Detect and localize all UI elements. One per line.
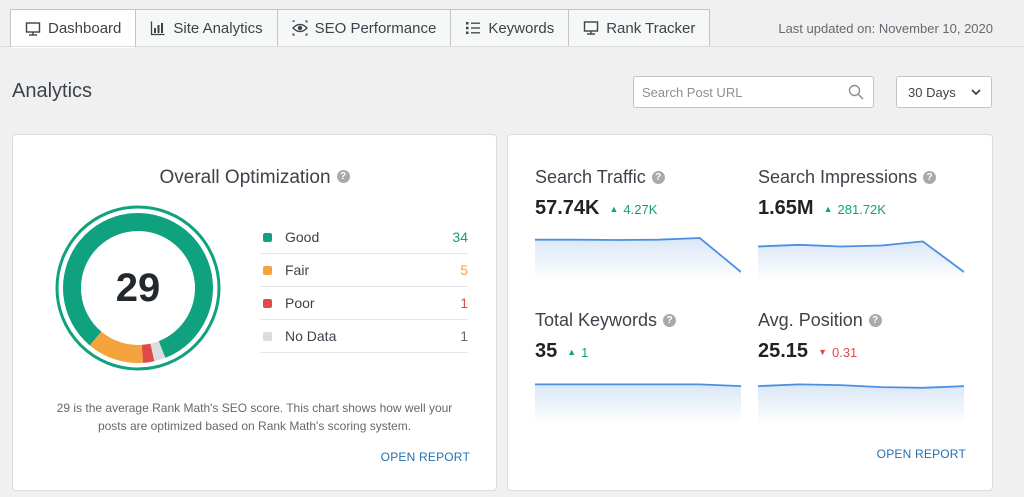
bar-chart-icon	[150, 20, 166, 36]
date-range-select[interactable]: 30 Days	[896, 76, 992, 108]
donut-segment-fair	[63, 213, 213, 363]
monitor-icon	[583, 20, 599, 36]
optimization-title: Overall Optimization	[159, 167, 331, 188]
trend-up-icon: ▲	[567, 347, 577, 357]
sparkline-area	[535, 238, 741, 282]
eye-icon	[291, 20, 308, 36]
tab-seo-performance[interactable]: SEO Performance	[277, 9, 452, 47]
tab-rank-tracker[interactable]: Rank Tracker	[569, 9, 711, 47]
legend-item-good: Good 34	[260, 221, 468, 254]
donut-outer-ring	[55, 205, 221, 371]
help-icon[interactable]: ?	[923, 170, 937, 184]
legend-value: 34	[452, 229, 468, 245]
search-icon[interactable]	[848, 84, 864, 100]
search-post-url	[633, 76, 874, 108]
legend-value: 1	[460, 295, 468, 311]
page-title: Analytics	[12, 80, 93, 102]
legend-label: Poor	[285, 295, 315, 311]
tabs-divider	[0, 46, 1024, 47]
trend-up-icon: ▲	[609, 204, 619, 214]
metric-row: 57.74K ▲ 4.27K	[535, 197, 741, 220]
last-updated-text: Last updated on: November 10, 2020	[778, 21, 993, 36]
metric-row: 35 ▲ 1	[535, 340, 741, 363]
metric-row: 1.65M ▲ 281.72K	[758, 197, 964, 220]
legend-value: 1	[460, 328, 468, 344]
metric-title: Search Traffic?	[535, 167, 741, 188]
tab-label: SEO Performance	[314, 19, 437, 37]
open-report-link[interactable]: OPEN REPORT	[876, 447, 966, 461]
legend-swatch	[263, 232, 272, 242]
metric-change: ▼ 0.31	[818, 345, 858, 360]
optimization-score: 29	[115, 265, 161, 310]
metric-search-traffic: Search Traffic? 57.74K ▲ 4.27K	[535, 167, 741, 282]
sparkline-chart	[758, 383, 964, 425]
date-range-value: 30 Days	[908, 84, 956, 100]
help-icon[interactable]: ?	[651, 170, 665, 184]
metric-value: 35	[535, 340, 558, 362]
optimization-legend: Good 34 Fair 5 Poor 1 No Data 1	[260, 221, 468, 353]
trend-up-icon: ▲	[823, 204, 833, 214]
sparkline-chart	[535, 383, 741, 425]
search-metrics-card: OPEN REPORT Search Traffic? 57.74K ▲ 4.27K S…	[507, 134, 993, 491]
metric-change: ▲ 4.27K	[609, 202, 658, 217]
help-icon[interactable]: ?	[868, 313, 882, 327]
tab-label: Dashboard	[48, 20, 122, 37]
sparkline-line	[535, 237, 741, 273]
overall-optimization-card: Overall Optimization? 29 Good 34 Fair 5 Poor…	[12, 134, 497, 491]
sparkline-area	[758, 384, 964, 425]
tab-label: Site Analytics	[173, 19, 263, 37]
legend-value: 5	[460, 262, 468, 278]
sparkline-line	[535, 383, 741, 387]
legend-label: Fair	[285, 262, 310, 278]
legend-label: Good	[285, 229, 320, 245]
sparkline-line	[758, 383, 964, 389]
tab-label: Rank Tracker	[606, 19, 696, 37]
legend-swatch	[263, 265, 272, 275]
optimization-donut-chart	[55, 205, 221, 371]
chevron-down-icon	[971, 89, 981, 96]
metric-value: 57.74K	[535, 197, 600, 219]
metric-row: 25.15 ▼ 0.31	[758, 340, 964, 363]
list-icon	[465, 20, 481, 36]
legend-swatch	[263, 298, 272, 308]
legend-label: No Data	[285, 328, 337, 344]
metric-change: ▲ 1	[567, 345, 589, 360]
sparkline-line	[758, 240, 964, 273]
nav-tabs: Dashboard Site Analytics SEO Performance…	[10, 9, 711, 48]
tab-site-analytics[interactable]: Site Analytics	[136, 9, 278, 47]
tab-keywords[interactable]: Keywords	[451, 9, 570, 47]
help-icon[interactable]: ?	[663, 313, 677, 327]
metric-title: Avg. Position?	[758, 310, 964, 331]
sparkline-chart	[758, 240, 964, 282]
tab-dashboard[interactable]: Dashboard	[10, 9, 137, 48]
legend-swatch	[263, 331, 272, 341]
metric-value: 25.15	[758, 340, 809, 362]
metric-change: ▲ 281.72K	[823, 202, 886, 217]
open-report-link[interactable]: OPEN REPORT	[380, 450, 470, 464]
metric-avg-position: Avg. Position? 25.15 ▼ 0.31	[758, 310, 964, 425]
tab-label: Keywords	[488, 19, 555, 37]
sparkline-chart	[535, 237, 741, 282]
monitor-icon	[25, 21, 41, 37]
card-title: Overall Optimization?	[13, 167, 496, 189]
help-icon[interactable]: ?	[336, 170, 350, 184]
legend-item-fair: Fair 5	[260, 254, 468, 287]
metric-title: Search Impressions?	[758, 167, 964, 188]
metric-title: Total Keywords?	[535, 310, 741, 331]
sparkline-area	[758, 241, 964, 282]
sparkline-area	[535, 384, 741, 425]
legend-item-no-data: No Data 1	[260, 320, 468, 353]
metric-total-keywords: Total Keywords? 35 ▲ 1	[535, 310, 741, 425]
metric-value: 1.65M	[758, 197, 814, 219]
metric-search-impressions: Search Impressions? 1.65M ▲ 281.72K	[758, 167, 964, 282]
search-input[interactable]	[634, 77, 834, 107]
trend-down-icon: ▼	[818, 347, 827, 357]
legend-item-poor: Poor 1	[260, 287, 468, 320]
optimization-description: 29 is the average Rank Math's SEO score.…	[56, 401, 453, 433]
